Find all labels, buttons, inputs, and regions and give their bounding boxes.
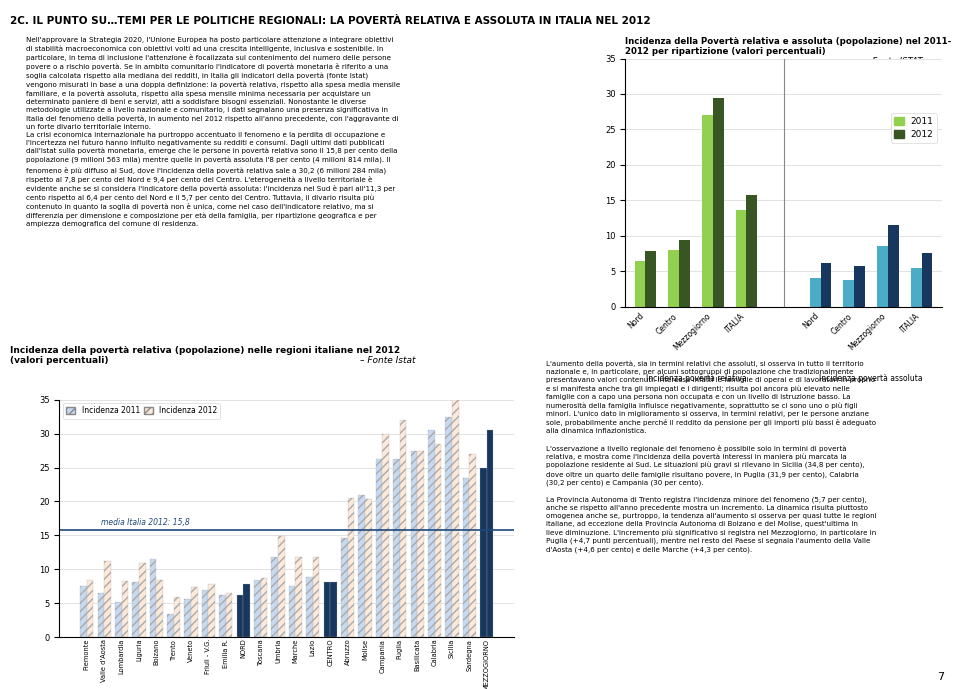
Text: 2C. IL PUNTO SU…TEMI PER LE POLITICHE REGIONALI: LA POVERTÀ RELATIVA E ASSOLUTA : 2C. IL PUNTO SU…TEMI PER LE POLITICHE RE… — [10, 16, 650, 26]
Text: Incidenza della Povertà relativa e assoluta (popolazione) nel 2011-
2012 per rip: Incidenza della Povertà relativa e assol… — [625, 37, 951, 56]
Bar — [463, 477, 469, 637]
Bar — [487, 430, 493, 637]
Bar — [445, 417, 452, 637]
Bar — [843, 280, 854, 307]
Bar — [434, 444, 441, 637]
Bar — [156, 579, 163, 637]
Bar — [376, 460, 383, 637]
Bar — [821, 263, 831, 307]
Bar — [854, 265, 865, 307]
Bar — [383, 433, 389, 637]
Bar — [226, 593, 232, 637]
Legend: 2011, 2012: 2011, 2012 — [891, 114, 937, 143]
Bar — [122, 581, 129, 637]
Bar — [480, 468, 487, 637]
Bar — [393, 459, 400, 637]
Text: L'aumento della povertà, sia in termini relativi che assoluti, si osserva in tut: L'aumento della povertà, sia in termini … — [547, 361, 877, 553]
Bar — [220, 595, 226, 637]
Bar — [139, 564, 146, 637]
Text: 7: 7 — [938, 672, 945, 682]
Text: –Fonte ISTAT: –Fonte ISTAT — [868, 57, 923, 66]
Bar — [746, 194, 758, 307]
Bar — [452, 400, 458, 637]
Bar — [191, 587, 198, 637]
Bar — [410, 451, 417, 637]
Text: Incidenza povertà relativa: Incidenza povertà relativa — [645, 374, 746, 383]
Bar — [289, 586, 295, 637]
Text: Incidenza povertà assoluta: Incidenza povertà assoluta — [819, 374, 923, 383]
Bar — [428, 430, 434, 637]
Text: Incidenza della povertà relativa (popolazione) nelle regioni italiane nel 2012
(: Incidenza della povertà relativa (popola… — [10, 346, 400, 365]
Bar — [341, 538, 347, 637]
Bar — [98, 593, 105, 637]
Bar — [132, 582, 139, 637]
Bar — [295, 557, 302, 637]
Bar — [313, 557, 319, 637]
Bar — [208, 584, 215, 637]
Text: – Fonte Istat: – Fonte Istat — [360, 356, 415, 364]
Bar — [877, 247, 888, 307]
Bar — [115, 602, 122, 637]
Bar — [150, 559, 156, 637]
Bar — [359, 495, 365, 637]
Bar — [417, 451, 424, 637]
Bar — [645, 251, 656, 307]
Bar — [365, 500, 372, 637]
Bar — [469, 454, 476, 637]
Bar — [261, 578, 268, 637]
Bar — [271, 557, 278, 637]
Bar — [105, 562, 110, 637]
Bar — [174, 597, 180, 637]
Bar — [635, 260, 645, 307]
Bar — [254, 579, 261, 637]
Bar — [668, 250, 679, 307]
Bar — [278, 536, 285, 637]
Bar — [713, 98, 724, 307]
Bar — [244, 584, 250, 637]
Bar — [922, 254, 932, 307]
Bar — [702, 115, 713, 307]
Bar — [736, 210, 746, 307]
Text: Nell'approvare la Strategia 2020, l'Unione Europea ha posto particolare attenzio: Nell'approvare la Strategia 2020, l'Unio… — [26, 37, 400, 227]
Bar — [911, 267, 922, 307]
Bar — [347, 498, 354, 637]
Bar — [809, 278, 821, 307]
Bar — [306, 577, 313, 637]
Bar — [323, 582, 330, 637]
Bar — [81, 586, 86, 637]
Bar — [86, 579, 93, 637]
Bar — [167, 614, 174, 637]
Bar — [201, 590, 208, 637]
Bar — [237, 595, 244, 637]
Bar — [400, 420, 407, 637]
Legend: Incidenza 2011, Incidenza 2012: Incidenza 2011, Incidenza 2012 — [63, 404, 221, 418]
Bar — [679, 240, 690, 307]
Bar — [184, 599, 191, 637]
Bar — [888, 225, 899, 307]
Bar — [330, 582, 337, 637]
Text: media Italia 2012: 15,8: media Italia 2012: 15,8 — [101, 518, 189, 527]
